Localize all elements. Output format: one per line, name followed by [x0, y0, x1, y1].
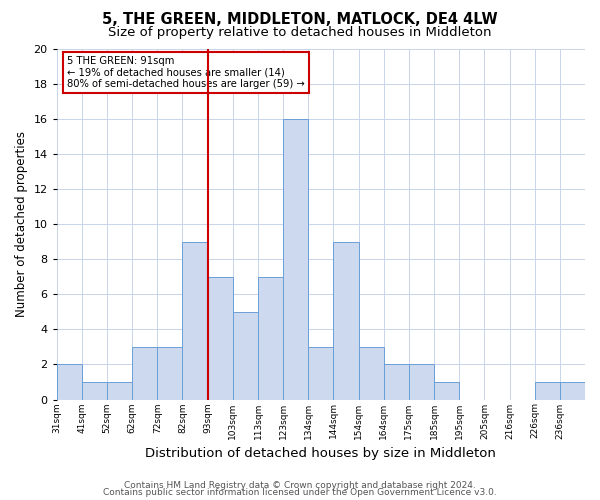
- Bar: [560, 382, 585, 400]
- Bar: [157, 347, 182, 400]
- Bar: [409, 364, 434, 400]
- Bar: [82, 382, 107, 400]
- Bar: [535, 382, 560, 400]
- Bar: [283, 119, 308, 400]
- Bar: [233, 312, 258, 400]
- Text: 5 THE GREEN: 91sqm
← 19% of detached houses are smaller (14)
80% of semi-detache: 5 THE GREEN: 91sqm ← 19% of detached hou…: [67, 56, 305, 89]
- Text: 5, THE GREEN, MIDDLETON, MATLOCK, DE4 4LW: 5, THE GREEN, MIDDLETON, MATLOCK, DE4 4L…: [102, 12, 498, 28]
- X-axis label: Distribution of detached houses by size in Middleton: Distribution of detached houses by size …: [145, 447, 496, 460]
- Bar: [334, 242, 359, 400]
- Bar: [258, 277, 283, 400]
- Bar: [132, 347, 157, 400]
- Bar: [57, 364, 82, 400]
- Bar: [182, 242, 208, 400]
- Bar: [208, 277, 233, 400]
- Bar: [434, 382, 459, 400]
- Text: Size of property relative to detached houses in Middleton: Size of property relative to detached ho…: [108, 26, 492, 39]
- Bar: [308, 347, 334, 400]
- Bar: [384, 364, 409, 400]
- Bar: [359, 347, 384, 400]
- Bar: [107, 382, 132, 400]
- Text: Contains HM Land Registry data © Crown copyright and database right 2024.: Contains HM Land Registry data © Crown c…: [124, 480, 476, 490]
- Y-axis label: Number of detached properties: Number of detached properties: [15, 132, 28, 318]
- Text: Contains public sector information licensed under the Open Government Licence v3: Contains public sector information licen…: [103, 488, 497, 497]
